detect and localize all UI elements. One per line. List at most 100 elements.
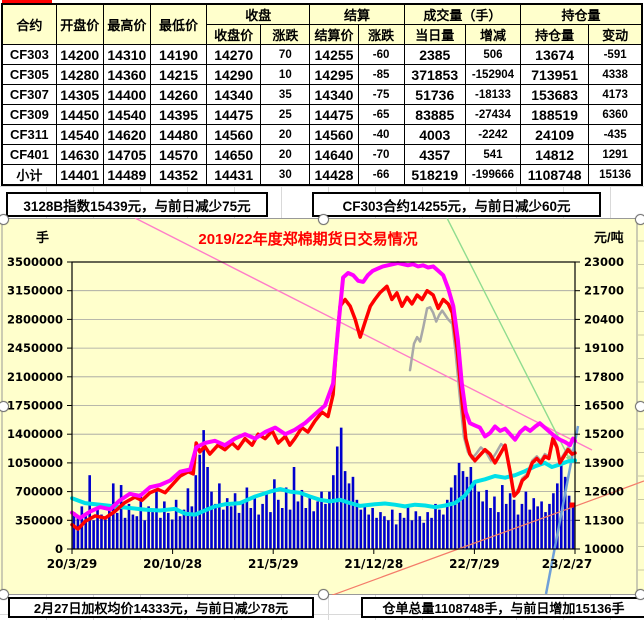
value-cell: 14400: [102, 84, 151, 105]
change-cell: -199666: [464, 164, 522, 186]
value-cell: 153683: [520, 84, 590, 105]
value-cell: 24109: [520, 124, 590, 145]
index-summary-banner: 3128B指数15439元，与前日减少75元: [6, 192, 268, 217]
value-cell: 14560: [206, 124, 262, 145]
value-cell: 14190: [149, 44, 208, 65]
change-cell: 506: [464, 44, 522, 65]
chart-title: 2019/22年度郑棉期货日交易情况: [198, 230, 417, 248]
selection-handle-top-middle[interactable]: [318, 214, 329, 225]
left-axis-unit: 手: [36, 230, 49, 245]
quotes-table-body: CF303 14200 14310 14190 14270 70 14255 -60 2385 5…: [1, 44, 643, 186]
change-cell: 30: [260, 164, 311, 186]
selection-handle-middle-left[interactable]: [0, 401, 9, 412]
selection-handle-bottom-left[interactable]: [0, 589, 9, 600]
warehouse-receipts-banner: 仓单总量1108748手，与前日增加15136手: [361, 597, 644, 618]
value-cell: 14270: [206, 44, 262, 65]
table-row[interactable]: CF309 14450 14540 14395 14475 25 14475 -65 83885…: [1, 104, 643, 125]
col-settle: 结算价: [309, 24, 359, 45]
x-axis-label: 22/7/29: [449, 557, 500, 571]
contract-cell: CF307: [1, 84, 57, 105]
change-cell: 1291: [588, 144, 643, 165]
table-row[interactable]: CF401 14630 14705 14570 14650 20 14640 -70 4357 5…: [1, 144, 643, 165]
table-row[interactable]: CF311 14540 14620 14480 14560 20 14560 -40 4003-…: [1, 124, 643, 145]
contract-cell: CF311: [1, 124, 57, 145]
value-cell: 14428: [309, 164, 359, 186]
table-row[interactable]: 小计 14401 14489 14352 14431 30 14428 -66 518219 -1…: [1, 164, 643, 186]
value-cell: 14620: [102, 124, 151, 145]
svg-text:12600: 12600: [584, 485, 624, 499]
value-cell: 14255: [309, 44, 359, 65]
value-cell: 51736: [403, 84, 466, 105]
change-cell: -70: [357, 144, 405, 165]
svg-text:2450000: 2450000: [7, 341, 63, 355]
svg-text:1050000: 1050000: [7, 456, 63, 470]
change-cell: -435: [588, 124, 643, 145]
value-cell: 14290: [206, 64, 262, 85]
contract-cell: CF401: [1, 144, 57, 165]
col-close-chg: 涨跌: [260, 24, 311, 45]
selection-handle-bottom-right[interactable]: [635, 589, 644, 600]
selection-handle-top-left[interactable]: [0, 214, 9, 225]
table-row[interactable]: CF303 14200 14310 14190 14270 70 14255 -60 2385 5…: [1, 44, 643, 65]
value-cell: 14640: [309, 144, 359, 165]
value-cell: 14540: [55, 124, 104, 145]
change-cell: 541: [464, 144, 522, 165]
colgroup-oi: 持仓量: [520, 3, 643, 25]
col-high: 最高价: [102, 3, 151, 45]
change-cell: -66: [357, 164, 405, 186]
svg-text:1400000: 1400000: [7, 427, 63, 441]
selection-handle-top-right[interactable]: [635, 214, 644, 225]
col-low: 最低价: [149, 3, 208, 45]
x-axis-label: 23/2/27: [542, 557, 593, 571]
svg-text:17800: 17800: [584, 370, 624, 384]
table-row[interactable]: CF307 14305 14400 14260 14340 35 14340 -75 51736…: [1, 84, 643, 105]
change-cell: 4173: [588, 84, 643, 105]
col-settle-chg: 涨跌: [357, 24, 405, 45]
value-cell: 371853: [403, 64, 466, 85]
chart-canvas: 0 10000 350000 11300 700000 12600 1050000 13900…: [1, 218, 644, 595]
value-cell: 14475: [206, 104, 262, 125]
svg-text:3500000: 3500000: [7, 255, 63, 269]
value-cell: 4357: [403, 144, 466, 165]
svg-text:13900: 13900: [584, 456, 624, 470]
change-cell: -2242: [464, 124, 522, 145]
contract-cell: CF305: [1, 64, 57, 85]
selection-handle-middle-right[interactable]: [635, 401, 644, 412]
x-axis-label: 20/10/28: [143, 557, 202, 571]
quotes-table[interactable]: 合约 开盘价 最高价 最低价 收盘 结算 成交量（手） 持仓量 收盘价 涨跌 结…: [1, 3, 643, 186]
value-cell: 14305: [55, 84, 104, 105]
value-cell: 4003: [403, 124, 466, 145]
svg-text:16500: 16500: [584, 399, 624, 413]
change-cell: 35: [260, 84, 311, 105]
value-cell: 2385: [403, 44, 466, 65]
x-axis-label: 21/5/29: [248, 557, 299, 571]
value-cell: 14352: [149, 164, 208, 186]
x-axis-label: 21/12/28: [344, 557, 403, 571]
change-cell: -152904: [464, 64, 522, 85]
value-cell: 14295: [309, 64, 359, 85]
value-cell: 14475: [309, 104, 359, 125]
svg-text:2800000: 2800000: [7, 312, 63, 326]
svg-text:20400: 20400: [584, 312, 624, 326]
futures-chart[interactable]: 0 10000 350000 11300 700000 12600 1050000 13900…: [0, 218, 644, 595]
table-row[interactable]: CF305 14280 14360 14215 14290 10 14295 -85 37185…: [1, 64, 643, 85]
change-cell: -65: [357, 104, 405, 125]
sheet-gridline: [0, 614, 644, 615]
change-cell: 4338: [588, 64, 643, 85]
col-oi-chg: 变动: [588, 24, 643, 45]
contract-cell: CF303: [1, 44, 57, 65]
change-cell: -75: [357, 84, 405, 105]
col-volume-chg: 增减: [464, 24, 522, 45]
value-cell: 14215: [149, 64, 208, 85]
colgroup-volume: 成交量（手）: [403, 3, 522, 25]
svg-text:10000: 10000: [584, 542, 624, 556]
colgroup-settle: 结算: [309, 3, 405, 25]
value-cell: 14395: [149, 104, 208, 125]
svg-text:700000: 700000: [15, 485, 63, 499]
value-cell: 14812: [520, 144, 590, 165]
value-cell: 14630: [55, 144, 104, 165]
value-cell: 83885: [403, 104, 466, 125]
svg-text:19100: 19100: [584, 341, 624, 355]
selection-handle-bottom-middle[interactable]: [318, 589, 329, 600]
